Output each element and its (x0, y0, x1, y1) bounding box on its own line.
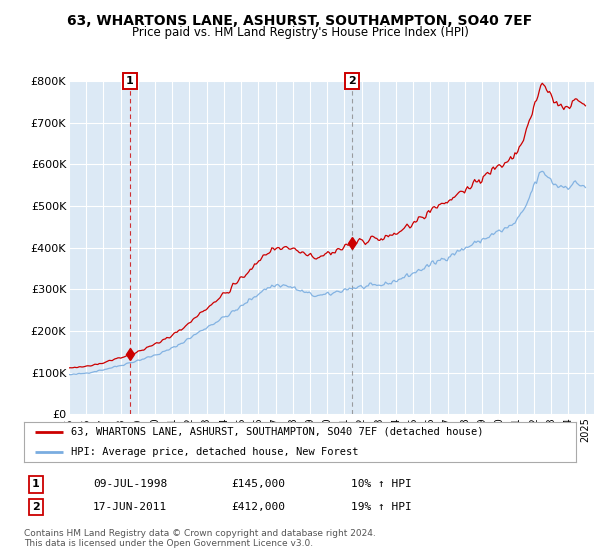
Text: Price paid vs. HM Land Registry's House Price Index (HPI): Price paid vs. HM Land Registry's House … (131, 26, 469, 39)
Text: Contains HM Land Registry data © Crown copyright and database right 2024.
This d: Contains HM Land Registry data © Crown c… (24, 529, 376, 548)
Text: 1: 1 (32, 479, 40, 489)
Text: 09-JUL-1998: 09-JUL-1998 (93, 479, 167, 489)
Text: 2: 2 (349, 76, 356, 86)
Text: 10% ↑ HPI: 10% ↑ HPI (351, 479, 412, 489)
Text: 63, WHARTONS LANE, ASHURST, SOUTHAMPTON, SO40 7EF: 63, WHARTONS LANE, ASHURST, SOUTHAMPTON,… (67, 14, 533, 28)
Text: HPI: Average price, detached house, New Forest: HPI: Average price, detached house, New … (71, 447, 358, 457)
Text: 1: 1 (126, 76, 134, 86)
Text: 19% ↑ HPI: 19% ↑ HPI (351, 502, 412, 512)
Text: 2: 2 (32, 502, 40, 512)
Text: £412,000: £412,000 (231, 502, 285, 512)
Text: 17-JUN-2011: 17-JUN-2011 (93, 502, 167, 512)
Text: £145,000: £145,000 (231, 479, 285, 489)
Text: 63, WHARTONS LANE, ASHURST, SOUTHAMPTON, SO40 7EF (detached house): 63, WHARTONS LANE, ASHURST, SOUTHAMPTON,… (71, 427, 484, 437)
